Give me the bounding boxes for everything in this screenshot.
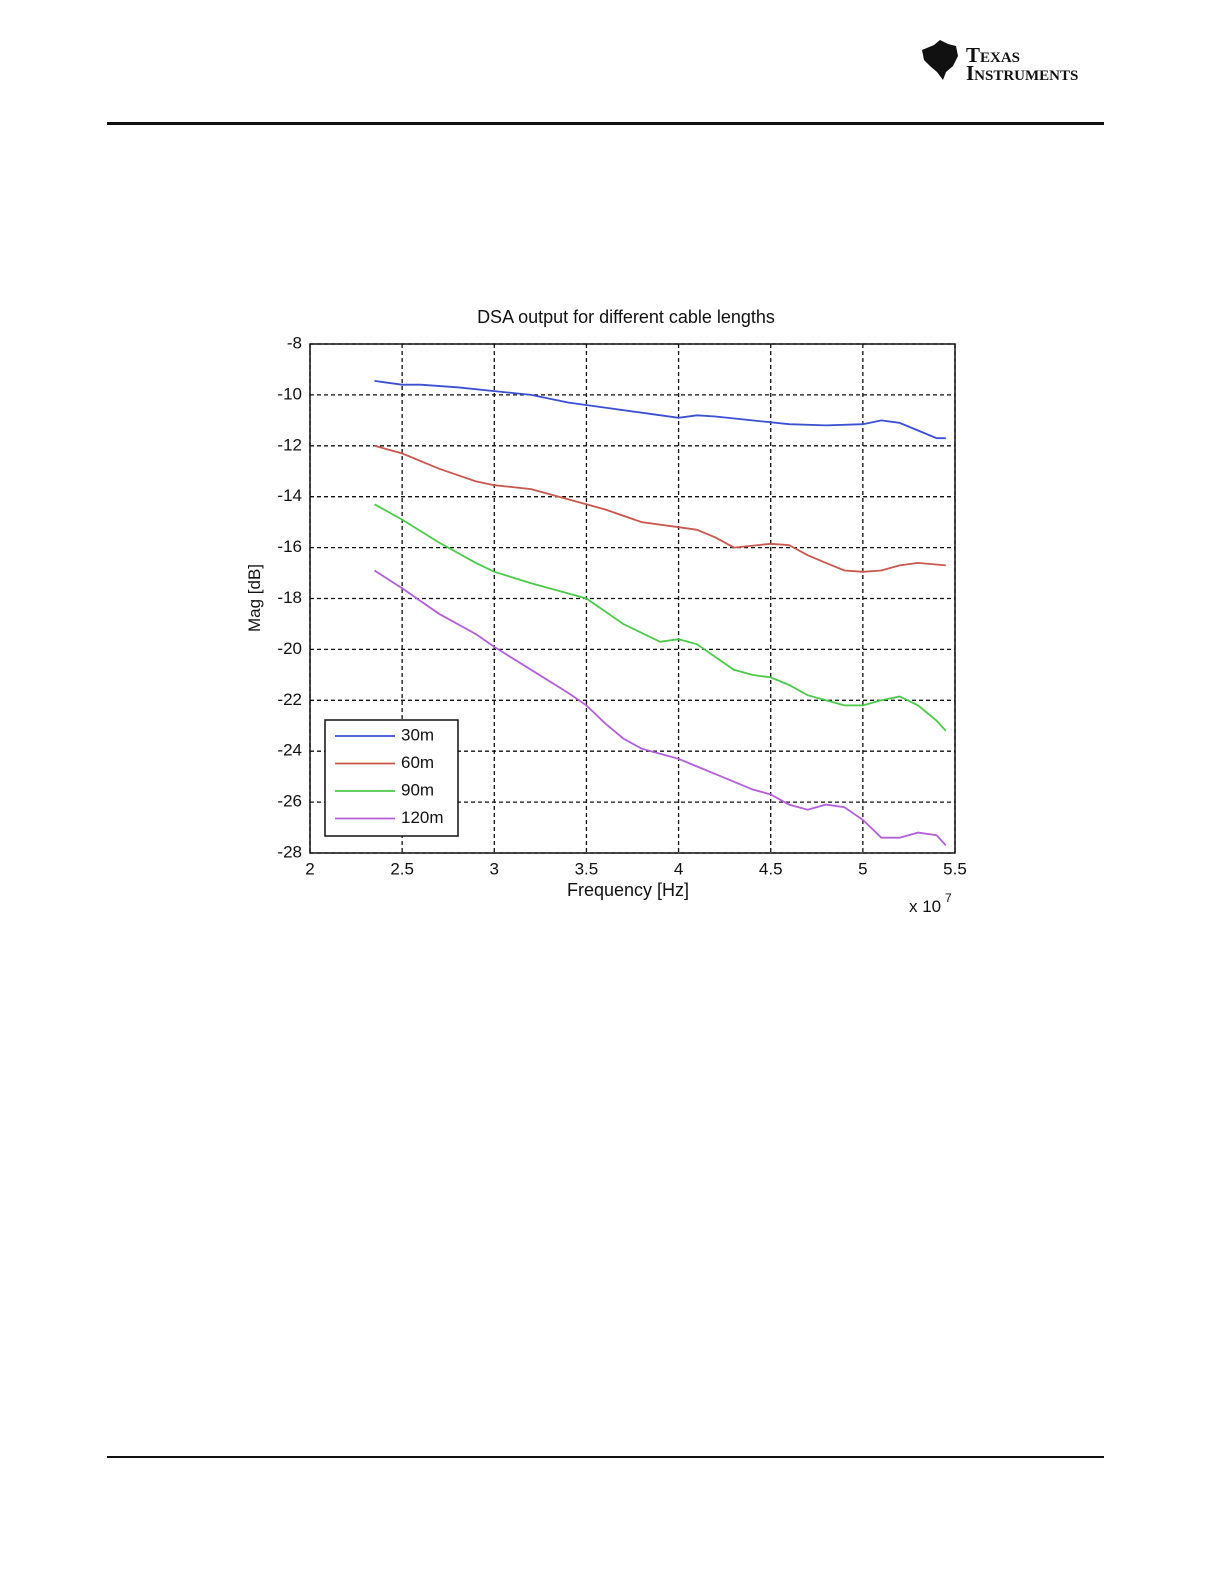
data-line bbox=[374, 444, 946, 573]
legend-box bbox=[324, 719, 459, 837]
chart-title: DSA output for different cable lengths bbox=[477, 307, 775, 327]
ti-logo: Texas Instruments bbox=[922, 40, 1078, 85]
x-tick-label: 2 bbox=[305, 859, 314, 878]
x-tick-label: 3.5 bbox=[575, 859, 599, 878]
y-tick-label: -28 bbox=[277, 842, 302, 861]
y-axis-label: Mag [dB] bbox=[245, 564, 264, 632]
y-tick-label: -20 bbox=[277, 639, 302, 658]
y-tick-label: -18 bbox=[277, 588, 302, 607]
data-line bbox=[374, 503, 947, 732]
plot-frame bbox=[309, 343, 956, 854]
header-rule bbox=[107, 122, 1104, 125]
x-tick-label: 4 bbox=[674, 859, 683, 878]
y-tick-label: -10 bbox=[277, 384, 302, 403]
legend-label: 120m bbox=[401, 808, 444, 827]
y-tick-label: -16 bbox=[277, 537, 302, 556]
y-tick-label: -26 bbox=[277, 792, 302, 811]
plot-area: -28 -26 -24 -22 -20 -18 -16 -14 -12 -10 -8 2 2.5 3 3.5… bbox=[277, 333, 966, 878]
logo-text: Instruments bbox=[966, 61, 1078, 85]
y-tick-label: -22 bbox=[277, 690, 302, 709]
legend-label: 90m bbox=[401, 780, 434, 799]
logo-text: Texas bbox=[966, 43, 1020, 67]
x-tick-label: 4.5 bbox=[759, 859, 783, 878]
legend-label: 60m bbox=[401, 753, 434, 772]
x-multiplier-exponent: 7 bbox=[945, 891, 952, 905]
x-tick-label: 3 bbox=[490, 859, 499, 878]
y-tick-label: -14 bbox=[277, 486, 302, 505]
x-multiplier: x 10 bbox=[909, 897, 941, 916]
x-tick-label: 5.5 bbox=[943, 859, 967, 878]
x-axis-label: Frequency [Hz] bbox=[567, 880, 689, 900]
logo-icon bbox=[922, 40, 958, 80]
x-tick-label: 2.5 bbox=[390, 859, 414, 878]
legend-label: 30m bbox=[401, 725, 434, 744]
y-tick-label: -24 bbox=[277, 741, 302, 760]
data-line bbox=[374, 380, 946, 440]
x-tick-label: 5 bbox=[858, 859, 867, 878]
data-line bbox=[374, 569, 947, 847]
y-tick-label: -12 bbox=[277, 435, 302, 454]
y-tick-label: -8 bbox=[287, 333, 302, 352]
footer-rule bbox=[107, 1456, 1104, 1458]
